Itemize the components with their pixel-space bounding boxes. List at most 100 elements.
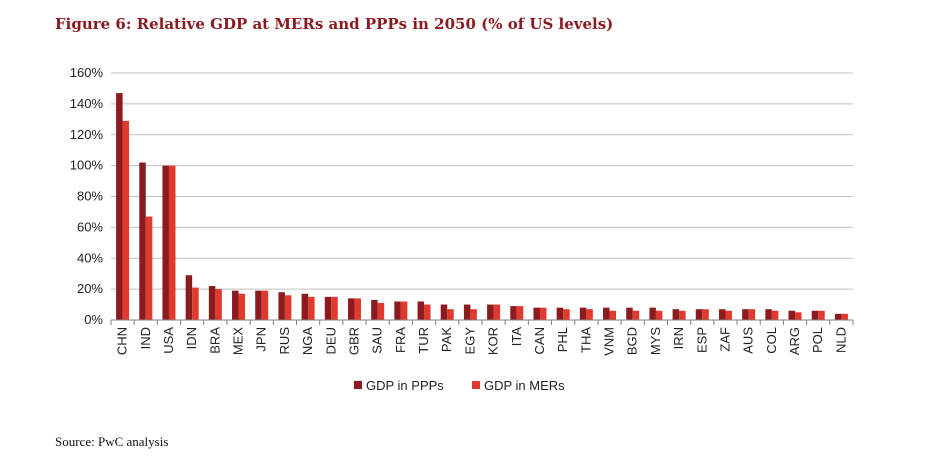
- bar-mer-usa: [168, 165, 176, 320]
- x-tick-label: IND: [138, 327, 153, 349]
- bar-mer-fra: [400, 301, 408, 320]
- legend-label: GDP in MERs: [484, 378, 565, 393]
- bar-mer-tha: [586, 309, 593, 320]
- bar-ppp-ita: [510, 306, 517, 320]
- bar-ppp-ind: [139, 162, 146, 320]
- bar-mer-irn: [679, 310, 686, 320]
- y-tick-label: 80%: [77, 189, 103, 204]
- bar-ppp-rus: [278, 292, 285, 320]
- x-tick-label: JPN: [254, 327, 269, 352]
- bar-ppp-mys: [649, 307, 656, 320]
- x-tick-label: ARG: [787, 327, 802, 355]
- bar-mer-col: [771, 310, 779, 320]
- bar-mer-chn: [122, 120, 130, 320]
- bar-ppp-usa: [162, 165, 169, 320]
- bar-ppp-nga: [301, 293, 309, 320]
- bar-ppp-idn: [185, 275, 193, 320]
- bar-mer-nga: [308, 296, 315, 320]
- legend-swatch: [354, 381, 362, 389]
- x-tick-label: IRN: [671, 327, 686, 349]
- bar-mer-pol: [818, 310, 825, 320]
- bar-ppp-esp: [695, 309, 703, 320]
- bar-ppp-kor: [487, 304, 494, 320]
- bar-mer-tur: [424, 304, 431, 320]
- x-tick-label: ZAF: [717, 327, 732, 352]
- legend-swatch: [472, 381, 480, 389]
- x-tick-label: PAK: [439, 327, 454, 352]
- y-tick-label: 100%: [70, 158, 104, 173]
- x-tick-label: BGD: [625, 327, 640, 355]
- x-tick-label: KOR: [486, 327, 501, 355]
- x-tick-label: GBR: [346, 327, 361, 355]
- bar-ppp-fra: [394, 301, 401, 320]
- x-axis-tick-labels: CHN IND USA IDN BRA MEX JPN RUS NGA DEU GBR SAU FRA T…: [115, 327, 849, 356]
- x-tick-label: TUR: [416, 327, 431, 354]
- bar-mer-kor: [493, 304, 501, 320]
- y-tick-label: 0%: [84, 312, 103, 327]
- bar-mer-arg: [795, 312, 802, 320]
- bar-mer-esp: [702, 309, 709, 320]
- bar-ppp-vnm: [603, 307, 610, 320]
- y-tick-label: 140%: [70, 96, 104, 111]
- bar-ppp-bra: [208, 286, 216, 320]
- bar-mer-mex: [238, 293, 246, 320]
- bar-mer-sau: [377, 303, 385, 320]
- x-tick-label: COL: [764, 327, 779, 354]
- bar-ppp-col: [765, 309, 772, 320]
- bar-ppp-can: [533, 307, 540, 320]
- bar-mer-idn: [192, 287, 199, 320]
- bar-ppp-sau: [371, 299, 378, 320]
- x-tick-label: NGA: [300, 327, 315, 356]
- source-note: Source: PwC analysis: [55, 434, 169, 449]
- x-tick-label: NLD: [833, 327, 848, 353]
- bar-mer-phl: [563, 309, 570, 320]
- y-tick-label: 160%: [70, 65, 104, 80]
- bar-ppp-chn: [116, 93, 123, 320]
- x-tick-label: MYS: [648, 327, 663, 356]
- bar-mer-mys: [655, 310, 663, 320]
- x-tick-label: CAN: [532, 327, 547, 354]
- x-tick-label: SAU: [370, 327, 385, 354]
- bar-mer-jpn: [261, 290, 269, 320]
- x-tick-label: EGY: [462, 327, 477, 355]
- x-tick-label: VNM: [602, 327, 617, 356]
- x-tick-label: USA: [161, 327, 176, 354]
- bar-mer-gbr: [354, 298, 361, 320]
- bars: [116, 93, 848, 320]
- bar-ppp-deu: [324, 296, 332, 320]
- bar-ppp-tur: [417, 301, 425, 320]
- y-tick-label: 60%: [77, 219, 103, 234]
- bar-mer-bra: [215, 289, 222, 320]
- x-tick-label: POL: [810, 327, 825, 353]
- bar-mer-pak: [447, 309, 454, 320]
- bar-mer-vnm: [609, 310, 617, 320]
- x-tick-label: AUS: [741, 327, 756, 354]
- bar-ppp-mex: [232, 290, 239, 320]
- x-tick-label: DEU: [323, 327, 338, 354]
- bar-ppp-pol: [811, 310, 819, 320]
- x-tick-label: THA: [578, 327, 593, 353]
- bar-ppp-irn: [672, 309, 680, 320]
- figure-title: Figure 6: Relative GDP at MERs and PPPs …: [55, 15, 614, 33]
- bar-mer-zaf: [725, 310, 732, 320]
- x-tick-label: IDN: [184, 327, 199, 349]
- bar-ppp-egy: [463, 304, 471, 320]
- x-tick-label: PHL: [555, 327, 570, 352]
- x-tick-label: RUS: [277, 327, 292, 355]
- legend-label: GDP in PPPs: [366, 378, 444, 393]
- bar-ppp-gbr: [347, 298, 355, 320]
- y-tick-label: 120%: [70, 127, 104, 142]
- bar-mer-egy: [470, 309, 477, 320]
- bar-mer-aus: [748, 309, 756, 320]
- bar-mer-bgd: [632, 310, 640, 320]
- bar-mer-can: [539, 307, 547, 320]
- x-tick-label: FRA: [393, 327, 408, 353]
- bar-ppp-pak: [440, 304, 448, 320]
- x-tick-label: ITA: [509, 327, 524, 347]
- gridlines: [111, 72, 853, 290]
- bar-ppp-bgd: [626, 307, 633, 320]
- y-tick-label: 40%: [77, 250, 103, 265]
- x-tick-label: BRA: [207, 327, 222, 354]
